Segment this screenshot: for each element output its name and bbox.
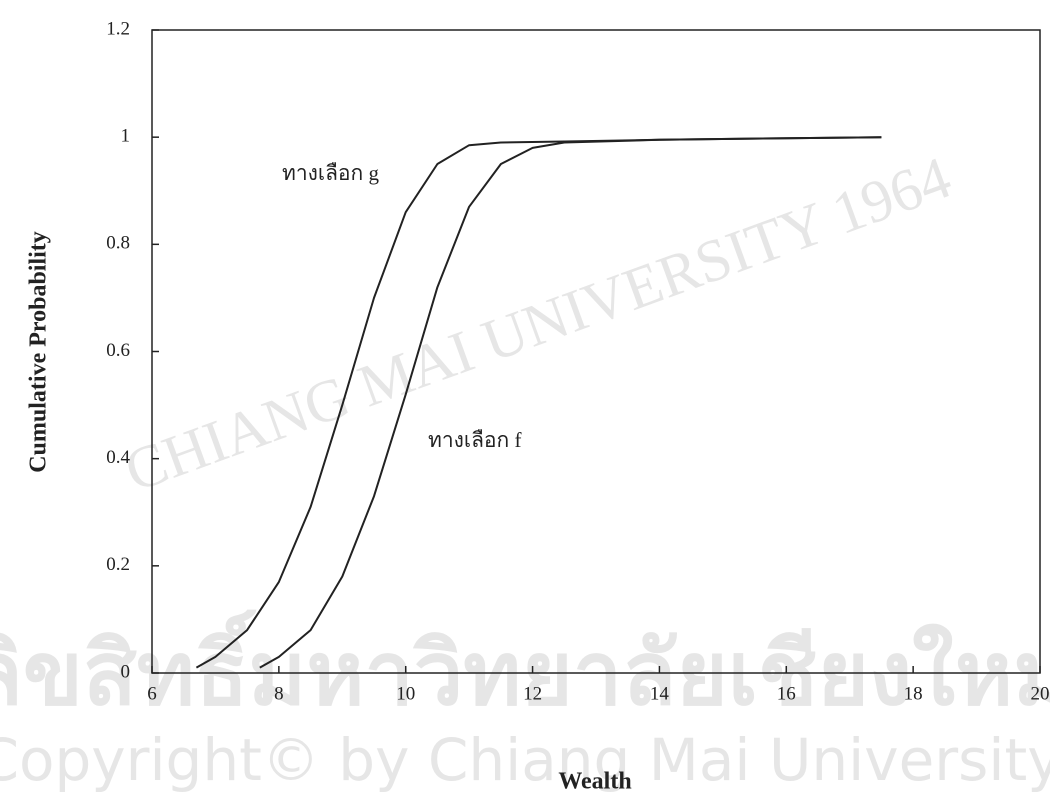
y-tick-label: 0.2 [106, 554, 130, 575]
watermark: CHIANG MAI UNIVERSITY 1964 [117, 144, 960, 505]
y-tick-label: 0 [121, 661, 131, 682]
x-tick-label: 6 [147, 683, 157, 704]
x-tick-label: 10 [396, 683, 415, 704]
y-axis-title: Cumulative Probability [26, 231, 52, 473]
watermark: ลิขสิทธิ์มหาวิทยาลัยเชียงใหม่ [0, 609, 1050, 725]
x-tick-label: 20 [1031, 683, 1050, 704]
annotation: ทางเลือก g [282, 161, 380, 185]
x-tick-label: 12 [523, 683, 542, 704]
y-tick-label: 0.8 [106, 233, 130, 254]
plot-frame [152, 30, 1040, 673]
x-tick-label: 16 [777, 683, 796, 704]
annotation: ทางเลือก f [428, 428, 522, 452]
y-tick-label: 1.2 [106, 18, 130, 39]
y-tick-label: 1 [121, 126, 131, 147]
x-tick-label: 18 [904, 683, 923, 704]
x-tick-label: 14 [650, 683, 670, 704]
chart: ลิขสิทธิ์มหาวิทยาลัยเชียงใหม่ Copyright©… [0, 0, 1050, 803]
watermark: Copyright© by Chiang Mai University [0, 726, 1050, 794]
y-tick-label: 0.4 [106, 447, 130, 468]
x-axis-title: Wealth [558, 769, 631, 795]
y-tick-label: 0.6 [106, 340, 130, 361]
x-tick-label: 8 [274, 683, 284, 704]
